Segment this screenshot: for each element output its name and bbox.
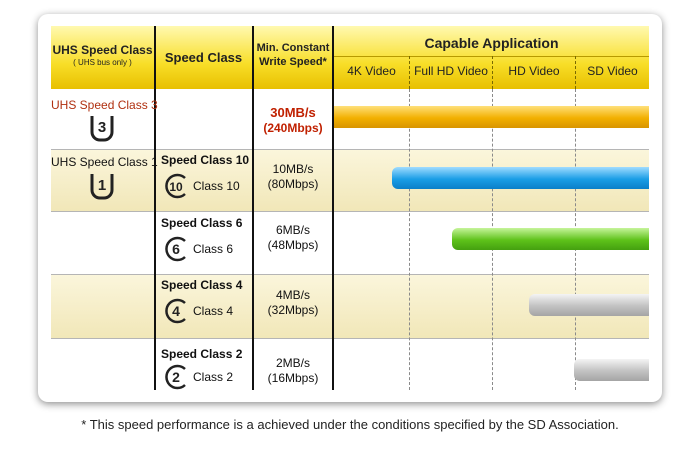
uhs1-icon: 1	[90, 174, 114, 200]
class2-digit: 2	[172, 369, 180, 385]
speed-240mbps: (240Mbps)	[263, 121, 323, 135]
class4-digit: 4	[172, 303, 180, 319]
bar-class4	[529, 294, 649, 316]
speed-80mbps: (80Mbps)	[267, 177, 319, 191]
column-divider	[332, 26, 334, 390]
speed-class10-label: Speed Class 10	[161, 153, 250, 167]
speed-4mbs: 4MB/s	[275, 288, 310, 302]
header-divider	[334, 56, 649, 57]
speed-2mbs: 2MB/s	[275, 356, 310, 370]
header-min-write-speed: Min. Constant Write Speed*	[256, 42, 330, 68]
speed-class4-label: Speed Class 4	[161, 278, 243, 292]
speed-6mbs: 6MB/s	[275, 223, 310, 237]
header-capable-application: Capable Application	[424, 35, 559, 51]
speed-class6-sub: Class 6	[193, 242, 234, 256]
class6-digit: 6	[172, 241, 180, 257]
column-divider	[154, 26, 156, 390]
speed-16mbps: (16Mbps)	[267, 371, 319, 385]
speed-class-table: UHS Speed Class ( UHS bus only ) Speed C…	[51, 26, 649, 390]
speed-class2-sub: Class 2	[193, 370, 234, 384]
column-divider	[252, 26, 254, 390]
app-divider	[575, 56, 576, 89]
header-speed-class: Speed Class	[164, 50, 243, 65]
speed-30mbs: 30MB/s	[270, 105, 316, 120]
header-app-sd: SD Video	[587, 64, 638, 78]
class6-icon: 6	[165, 236, 186, 262]
uhs1-digit: 1	[98, 177, 106, 194]
header-uhs-speed-class: UHS Speed Class	[52, 43, 153, 57]
bar-class6	[452, 228, 649, 250]
speed-10mbs: 10MB/s	[272, 162, 314, 176]
speed-32mbps: (32Mbps)	[267, 303, 319, 317]
class4-icon: 4	[165, 298, 186, 324]
uhs3-digit: 3	[98, 119, 106, 136]
app-divider	[409, 56, 410, 89]
speed-class10-sub: Class 10	[193, 179, 240, 193]
bar-class10	[392, 167, 649, 189]
class2-icon: 2	[165, 364, 186, 390]
row-separator	[51, 149, 649, 150]
header-app-4k: 4K Video	[347, 64, 396, 78]
row-class2	[51, 338, 649, 390]
bar-uhs3	[334, 106, 649, 128]
header-app-full-hd: Full HD Video	[414, 64, 488, 78]
speed-class2-label: Speed Class 2	[161, 347, 243, 361]
row-separator	[51, 338, 649, 339]
uhs3-icon: 3	[90, 116, 114, 142]
class10-digit: 10	[169, 180, 183, 194]
bar-class2	[574, 359, 649, 381]
speed-class4-sub: Class 4	[193, 304, 234, 318]
footnote: * This speed performance is a achieved u…	[81, 417, 619, 432]
uhs-class3-label: UHS Speed Class 3	[51, 98, 158, 112]
uhs-class1-label: UHS Speed Class 1	[51, 155, 158, 169]
app-divider	[409, 89, 410, 390]
app-divider	[492, 56, 493, 89]
row-separator	[51, 274, 649, 275]
speed-class-chart-card: UHS Speed Class ( UHS bus only ) Speed C…	[38, 14, 662, 402]
class10-icon: 10	[165, 173, 186, 199]
header-app-hd: HD Video	[508, 64, 560, 78]
speed-class6-label: Speed Class 6	[161, 216, 243, 230]
row-separator	[51, 211, 649, 212]
table-header	[51, 26, 649, 89]
speed-48mbps: (48Mbps)	[267, 238, 319, 252]
header-uhs-bus-note: ( UHS bus only )	[73, 58, 132, 67]
